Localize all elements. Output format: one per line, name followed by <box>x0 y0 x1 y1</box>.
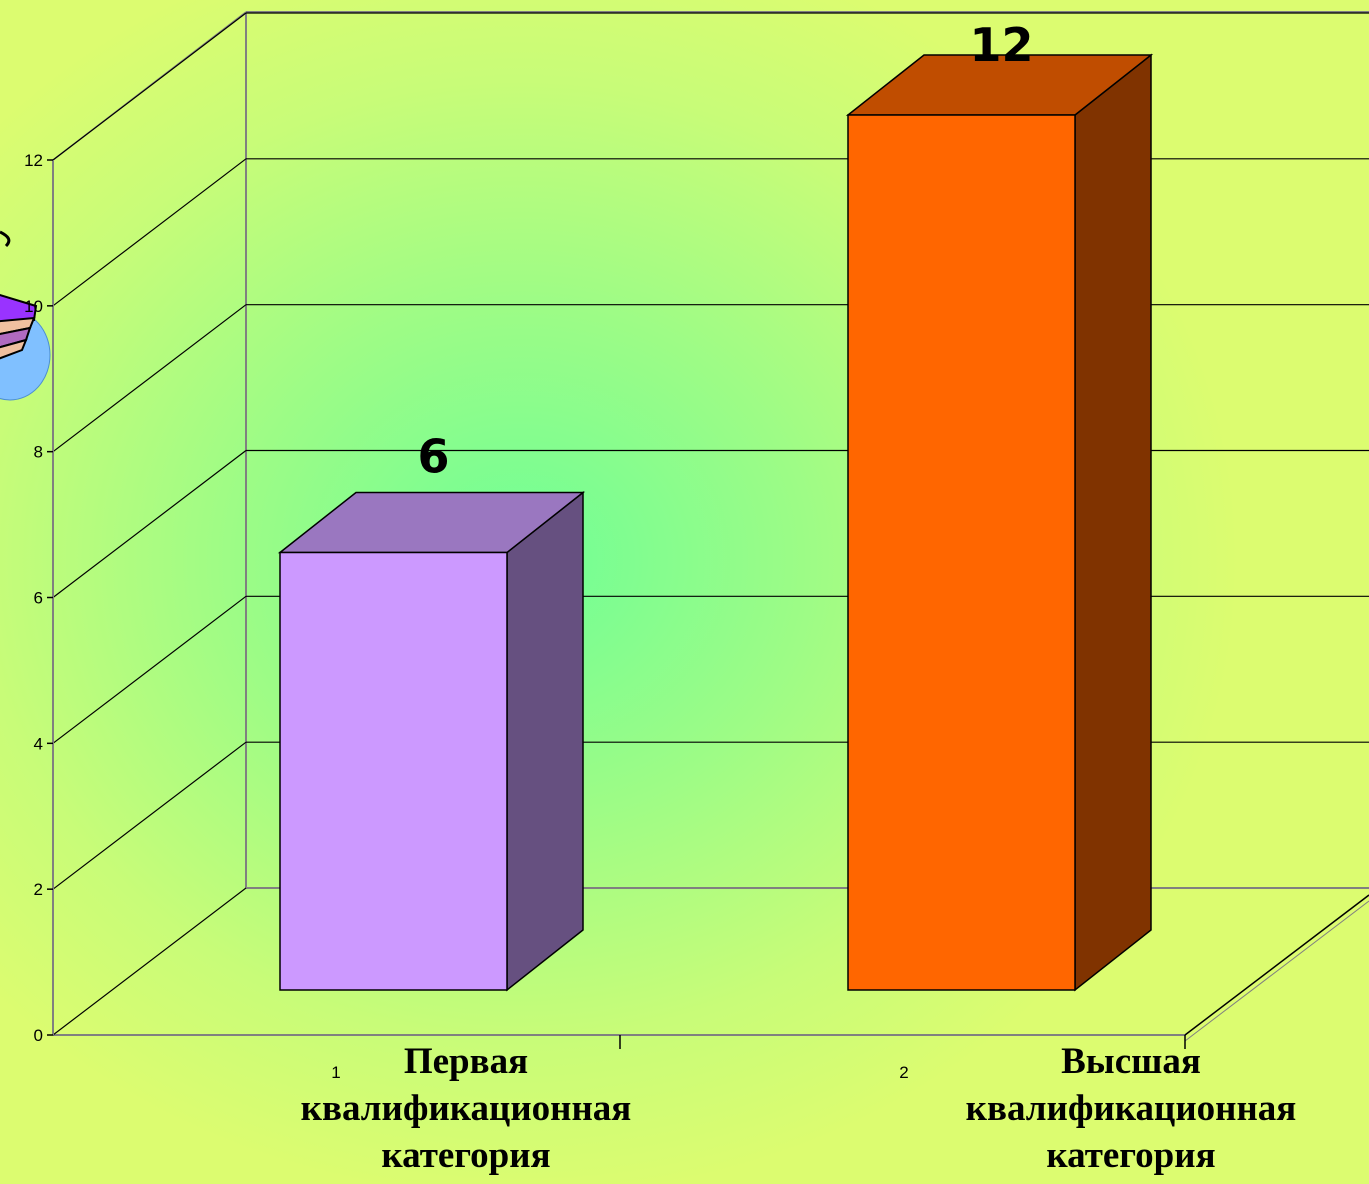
bar-1-side <box>506 490 584 992</box>
chart-back-wall <box>52 11 1369 1042</box>
gridline-side <box>52 887 247 1036</box>
data-label-2: 12 <box>969 18 1033 72</box>
gridline-side <box>52 12 247 161</box>
bar-series <box>277 53 1154 992</box>
y-tick-label: 4 <box>34 734 43 753</box>
y-axis: 0 2 4 6 8 10 12 <box>24 151 1186 1049</box>
gridline-side <box>52 304 247 453</box>
gridline-side <box>52 450 247 598</box>
category-label-1: Первая квалификационная категория <box>300 1041 632 1176</box>
y-tick-label: 10 <box>24 297 43 316</box>
category-label-2: Высшая квалификационная категория <box>965 1041 1297 1176</box>
y-tick-label: 0 <box>34 1026 43 1045</box>
y-tick-label: 12 <box>24 151 43 170</box>
floor-right-edge-shadow <box>1184 900 1369 1042</box>
data-label-1: 6 <box>417 430 449 484</box>
bar-2 <box>847 114 1076 991</box>
y-tick-label: 8 <box>34 443 43 462</box>
category-number-2: 2 <box>899 1063 908 1082</box>
bar-1 <box>279 551 508 991</box>
floor-right-edge <box>1184 894 1369 1036</box>
gridline-side <box>52 595 247 744</box>
data-labels: 6 1 12 2 <box>331 18 1033 1082</box>
bar-2-side <box>1074 53 1152 992</box>
y-tick-label: 6 <box>34 589 43 608</box>
y-tick-label: 2 <box>34 880 43 899</box>
gridline-side <box>52 158 247 307</box>
book-clipart-icon <box>0 230 51 401</box>
category-number-1: 1 <box>331 1063 340 1082</box>
gridline-side <box>52 741 247 890</box>
